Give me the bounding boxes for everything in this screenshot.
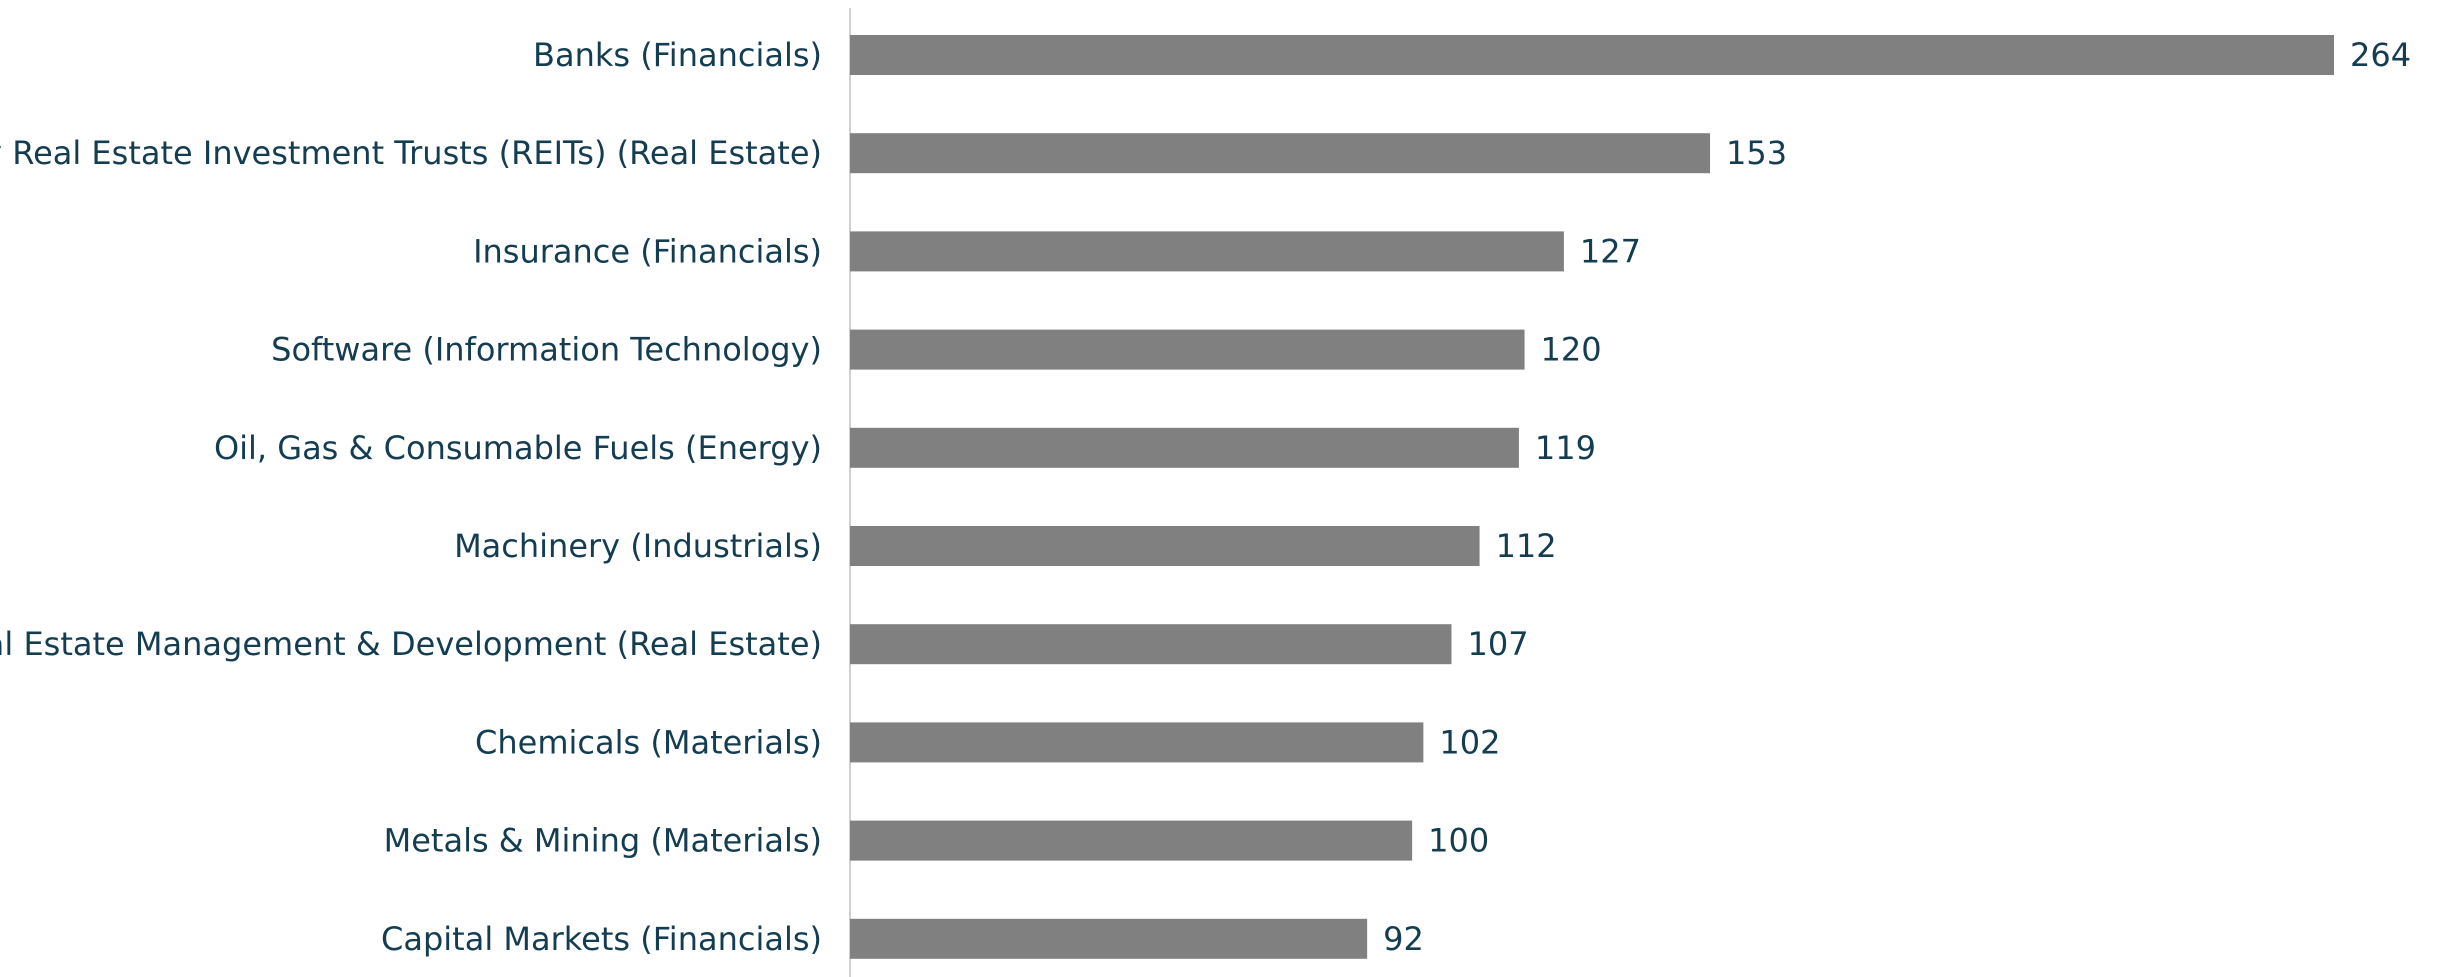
data-label: 107 xyxy=(1467,625,1528,663)
value-labels-group: 264 153 127 120 119 112 107 102 100 92 xyxy=(1383,36,2411,958)
category-label: Metals & Mining (Materials) xyxy=(384,822,822,860)
category-label: Chemicals (Materials) xyxy=(475,723,822,761)
category-label: Capital Markets (Financials) xyxy=(381,920,822,958)
bar-9 xyxy=(850,918,1368,959)
bar-4 xyxy=(850,427,1519,468)
data-label: 120 xyxy=(1541,331,1602,369)
data-label: 100 xyxy=(1428,822,1489,860)
data-label: 119 xyxy=(1535,429,1596,467)
data-label: 112 xyxy=(1496,527,1557,565)
category-label: Insurance (Financials) xyxy=(473,232,822,270)
data-label: 102 xyxy=(1439,723,1500,761)
bar-1 xyxy=(850,133,1711,174)
data-label: 264 xyxy=(2350,36,2411,74)
data-label: 92 xyxy=(1383,920,1424,958)
bar-5 xyxy=(850,526,1480,566)
data-label: 153 xyxy=(1726,134,1787,172)
category-label: Oil, Gas & Consumable Fuels (Energy) xyxy=(214,429,822,467)
category-label: Machinery (Industrials) xyxy=(454,527,822,565)
data-label: 127 xyxy=(1580,232,1641,270)
bar-8 xyxy=(850,820,1413,861)
category-label: Real Estate Management & Development (Re… xyxy=(0,625,822,663)
category-labels-group: Banks (Financials) Equity Real Estate Inv… xyxy=(0,36,822,958)
bar-7 xyxy=(850,722,1424,763)
category-label: Equity Real Estate Investment Trusts (RE… xyxy=(0,134,822,172)
bars-group xyxy=(850,35,2334,959)
category-label: Banks (Financials) xyxy=(533,36,822,74)
bar-6 xyxy=(850,624,1452,665)
bar-0 xyxy=(850,35,2334,75)
bar-2 xyxy=(850,231,1564,272)
category-label: Software (Information Technology) xyxy=(271,331,822,369)
bar-3 xyxy=(850,329,1525,370)
